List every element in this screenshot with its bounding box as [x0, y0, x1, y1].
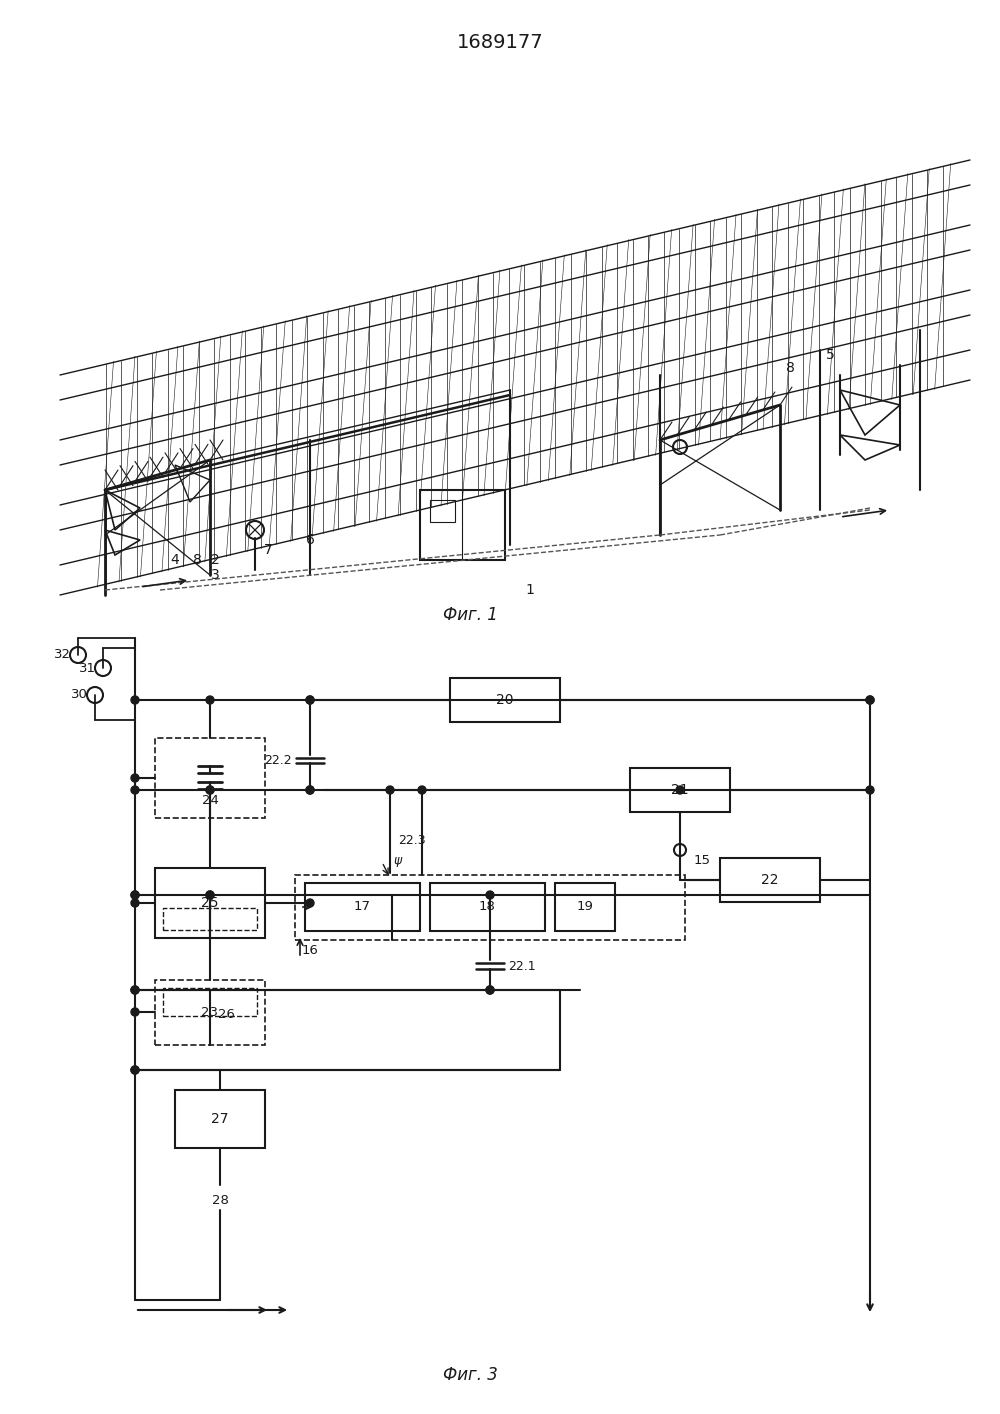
Text: 28: 28 [212, 1193, 228, 1206]
Text: 22.3: 22.3 [398, 833, 426, 847]
Bar [163, 988, 257, 1017]
Circle shape [131, 1066, 139, 1075]
Text: 30: 30 [71, 689, 87, 701]
Circle shape [866, 696, 874, 704]
Text: 18: 18 [479, 901, 495, 913]
Text: 1: 1 [526, 583, 534, 597]
Circle shape [418, 786, 426, 795]
Circle shape [131, 786, 139, 795]
Text: 6: 6 [306, 533, 314, 547]
Text: 7: 7 [264, 543, 272, 557]
Circle shape [131, 696, 139, 704]
Text: 22.1: 22.1 [508, 960, 536, 973]
Bar [295, 875, 685, 940]
Text: 2: 2 [211, 553, 219, 567]
Text: 8: 8 [786, 361, 794, 375]
Text: 26: 26 [218, 1008, 235, 1021]
Text: 17: 17 [354, 901, 370, 913]
Text: 15: 15 [694, 854, 710, 867]
Bar [305, 882, 420, 930]
Text: 16: 16 [302, 943, 318, 956]
Text: 8: 8 [193, 553, 201, 567]
Circle shape [486, 986, 494, 994]
Bar [630, 768, 730, 812]
Circle shape [206, 786, 214, 795]
Bar [155, 738, 265, 819]
Text: 4: 4 [171, 553, 179, 567]
Circle shape [131, 1066, 139, 1075]
Circle shape [306, 696, 314, 704]
Text: 23: 23 [202, 1005, 218, 1018]
Circle shape [486, 986, 494, 994]
Circle shape [131, 891, 139, 899]
Text: $\psi$: $\psi$ [393, 855, 403, 870]
Text: 27: 27 [211, 1111, 229, 1126]
Text: 22.2: 22.2 [264, 754, 292, 766]
Bar [420, 491, 505, 560]
Circle shape [306, 899, 314, 906]
Circle shape [206, 891, 214, 899]
Bar [450, 677, 560, 723]
Circle shape [206, 696, 214, 704]
Circle shape [131, 899, 139, 906]
Circle shape [206, 786, 214, 795]
Text: 1689177: 1689177 [457, 33, 543, 51]
Text: Фиг. 3: Фиг. 3 [443, 1366, 497, 1384]
Bar [155, 868, 265, 937]
Circle shape [131, 986, 139, 994]
Bar [163, 908, 257, 930]
Bar [430, 882, 545, 930]
Bar [175, 1090, 265, 1148]
Text: 5: 5 [826, 348, 834, 362]
Bar [720, 858, 820, 902]
Text: 21: 21 [671, 783, 689, 797]
Text: 3: 3 [211, 568, 219, 583]
Text: Фиг. 1: Фиг. 1 [443, 607, 497, 624]
Text: 31: 31 [78, 662, 96, 674]
Circle shape [306, 786, 314, 795]
Text: 25: 25 [201, 896, 219, 911]
Circle shape [206, 891, 214, 899]
Circle shape [386, 786, 394, 795]
Bar [155, 980, 265, 1045]
Circle shape [131, 1008, 139, 1017]
Circle shape [131, 773, 139, 782]
Circle shape [131, 986, 139, 994]
Text: 22: 22 [761, 872, 779, 887]
Text: 24: 24 [202, 793, 218, 806]
Bar [555, 882, 615, 930]
Circle shape [676, 786, 684, 795]
Text: 20: 20 [496, 693, 514, 707]
Text: 19: 19 [577, 901, 593, 913]
Circle shape [306, 696, 314, 704]
Text: 32: 32 [54, 649, 70, 662]
Circle shape [306, 786, 314, 795]
Bar [430, 501, 455, 522]
Circle shape [866, 696, 874, 704]
Circle shape [866, 786, 874, 795]
Circle shape [131, 891, 139, 899]
Circle shape [486, 891, 494, 899]
